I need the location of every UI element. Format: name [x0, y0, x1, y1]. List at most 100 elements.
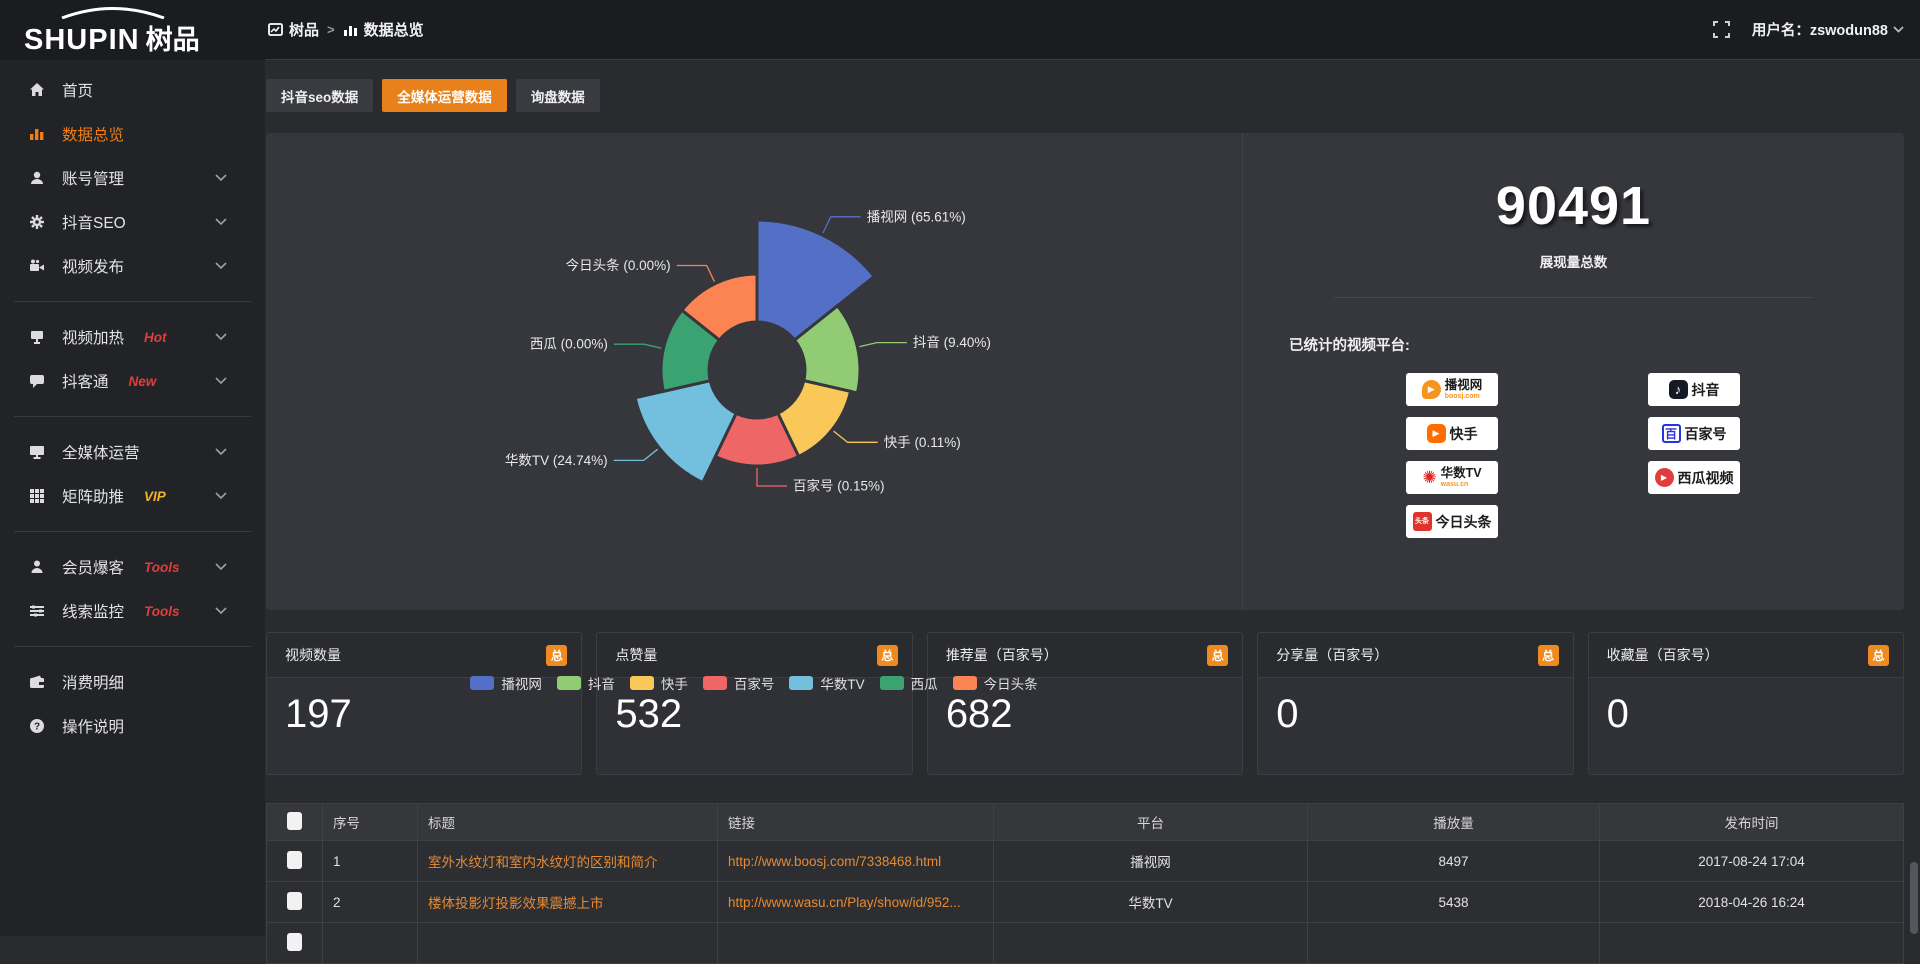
fullscreen-icon[interactable] [1713, 21, 1730, 38]
stat-card-0: 视频数量 总 197 [266, 632, 582, 775]
total-badge[interactable]: 总 [546, 645, 567, 666]
pie-label-line [834, 431, 878, 442]
pie-label-今日头条: 今日头条 (0.00%) [566, 257, 671, 273]
boosj-logo-icon: ▶ [1422, 380, 1441, 399]
stat-card-title: 分享量（百家号） [1276, 645, 1388, 665]
table-row-partial [267, 923, 1904, 964]
pie-slice-华数TV[interactable] [635, 381, 736, 483]
user-icon [28, 170, 46, 186]
col-time: 发布时间 [1600, 804, 1904, 841]
sidebar-badge-tools: Tools [144, 604, 180, 619]
total-badge[interactable]: 总 [877, 645, 898, 666]
platform-name: 西瓜视频 [1678, 471, 1734, 485]
platform-name: 百家号 [1685, 427, 1727, 441]
total-badge[interactable]: 总 [1868, 645, 1889, 666]
tab-0[interactable]: 抖音seo数据 [266, 79, 373, 112]
select-all-checkbox[interactable] [287, 812, 302, 830]
platform-badge-快手[interactable]: ▶快手 [1406, 417, 1498, 450]
pie-label-百家号: 百家号 (0.15%) [793, 478, 885, 494]
legend-label: 抖音 [588, 673, 615, 693]
page-scrollbar[interactable] [1910, 862, 1918, 934]
sidebar-item-home[interactable]: 首页 [0, 68, 265, 112]
cell-platform: 播视网 [994, 841, 1308, 882]
tab-2[interactable]: 询盘数据 [516, 79, 600, 112]
legend-item-百家号[interactable]: 百家号 [703, 673, 775, 693]
total-impressions-value: 90491 [1243, 175, 1904, 237]
legend-swatch [880, 676, 904, 690]
wasu-logo-icon: ✺ [1422, 469, 1436, 486]
sidebar-item-help[interactable]: ?操作说明 [0, 704, 265, 748]
table-row: 1 室外水纹灯和室内水纹灯的区别和简介 http://www.boosj.com… [267, 841, 1904, 882]
legend-swatch [953, 676, 977, 690]
pie-label-line [823, 217, 861, 233]
sidebar-item-publish[interactable]: 视频发布 [0, 244, 265, 288]
stat-card-header: 分享量（百家号） 总 [1258, 633, 1572, 678]
logo-sub-text: 树品 [146, 25, 200, 55]
sidebar-item-label: 会员爆客 [62, 556, 124, 578]
sidebar-item-expense[interactable]: 消费明细 [0, 660, 265, 704]
legend-item-快手[interactable]: 快手 [630, 673, 688, 693]
chevron-down-icon [1893, 26, 1904, 33]
platform-badge-西瓜视频[interactable]: ▶西瓜视频 [1648, 461, 1740, 494]
total-badge[interactable]: 总 [1538, 645, 1559, 666]
total-impressions-label: 展现量总数 [1243, 251, 1904, 271]
stat-card-3: 分享量（百家号） 总 0 [1257, 632, 1573, 775]
platform-badge-抖音[interactable]: ♪抖音 [1648, 373, 1740, 406]
sidebar-item-label: 视频发布 [62, 255, 124, 277]
cell-title-link[interactable]: 楼体投影灯投影效果震撼上市 [418, 882, 718, 923]
videos-table: 序号 标题 链接 平台 播放量 发布时间 1 室外水纹灯和室内水纹灯的区别和简介… [266, 803, 1904, 964]
question-icon: ? [28, 718, 46, 734]
cell-url-link[interactable]: http://www.wasu.cn/Play/show/id/952... [718, 882, 994, 923]
user-menu[interactable]: 用户名：zswodun88 [1752, 19, 1904, 40]
stat-card-title: 推荐量（百家号） [946, 645, 1058, 665]
total-badge[interactable]: 总 [1207, 645, 1228, 666]
row-checkbox[interactable] [287, 851, 302, 869]
tab-1[interactable]: 全媒体运营数据 [382, 79, 507, 112]
pie-label-line [757, 468, 787, 486]
platform-badge-今日头条[interactable]: 头条今日头条 [1406, 505, 1498, 538]
sidebar-item-seo[interactable]: 抖音SEO [0, 200, 265, 244]
baijia-logo-icon: 百 [1662, 424, 1681, 443]
legend-item-华数TV[interactable]: 华数TV [789, 673, 864, 693]
monitor-icon [28, 444, 46, 460]
row-checkbox[interactable] [287, 933, 302, 951]
sidebar-item-media[interactable]: 全媒体运营 [0, 430, 265, 474]
legend-swatch [470, 676, 494, 690]
header-divider [265, 59, 1920, 60]
sidebar-item-data[interactable]: 数据总览 [0, 112, 265, 156]
gear-icon [28, 214, 46, 230]
stat-cards-row: 视频数量 总 197 点赞量 总 532 推荐量（百家号） 总 682 分享量（… [266, 632, 1904, 775]
legend-swatch [789, 676, 813, 690]
rose-pie-chart: 播视网 (65.61%)抖音 (9.40%)快手 (0.11%)百家号 (0.1… [266, 133, 1242, 610]
breadcrumb-root[interactable]: 树品 [268, 19, 319, 40]
stat-card-value: 0 [1258, 678, 1572, 737]
stat-card-title: 收藏量（百家号） [1607, 645, 1719, 665]
breadcrumb-current[interactable]: 数据总览 [343, 19, 424, 40]
legend-item-今日头条[interactable]: 今日头条 [953, 673, 1038, 693]
sidebar-item-label: 数据总览 [62, 123, 124, 145]
legend-item-播视网[interactable]: 播视网 [470, 673, 542, 693]
legend-label: 播视网 [501, 673, 542, 693]
cell-title-link[interactable]: 室外水纹灯和室内水纹灯的区别和简介 [418, 841, 718, 882]
sidebar-badge-hot: Hot [144, 330, 167, 345]
cell-url-link[interactable]: http://www.boosj.com/7338468.html [718, 841, 994, 882]
platform-badge-百家号[interactable]: 百百家号 [1648, 417, 1740, 450]
cell-time: 2017-08-24 17:04 [1600, 841, 1904, 882]
stat-card-header: 推荐量（百家号） 总 [928, 633, 1242, 678]
legend-item-西瓜[interactable]: 西瓜 [880, 673, 938, 693]
legend-item-抖音[interactable]: 抖音 [557, 673, 615, 693]
row-checkbox[interactable] [287, 892, 302, 910]
col-seq: 序号 [323, 804, 418, 841]
sidebar-item-account[interactable]: 账号管理 [0, 156, 265, 200]
